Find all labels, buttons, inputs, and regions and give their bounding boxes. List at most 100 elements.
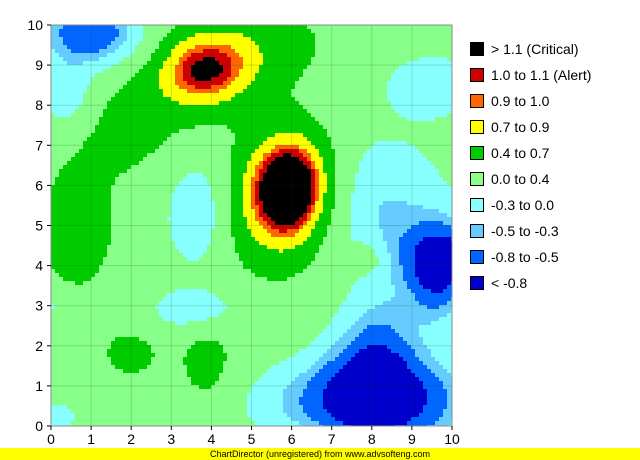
contour-cell — [107, 153, 112, 158]
contour-cell — [175, 209, 180, 214]
contour-cell — [199, 205, 204, 210]
contour-cell — [131, 65, 136, 70]
contour-cell — [147, 153, 152, 158]
contour-cell — [247, 217, 252, 222]
contour-cell — [319, 149, 324, 154]
contour-cell — [151, 77, 156, 82]
contour-cell — [67, 141, 72, 146]
contour-cell — [219, 101, 224, 106]
contour-cell — [75, 101, 80, 106]
contour-cell — [283, 173, 288, 178]
contour-cell — [415, 53, 420, 58]
contour-cell — [123, 53, 128, 58]
contour-cell — [263, 145, 268, 150]
contour-cell — [387, 169, 392, 174]
contour-cell — [343, 65, 348, 70]
contour-cell — [355, 85, 360, 90]
contour-cell — [283, 197, 288, 202]
contour-cell — [123, 137, 128, 142]
contour-cell — [287, 209, 292, 214]
contour-cell — [79, 209, 84, 214]
contour-cell — [287, 61, 292, 66]
contour-cell — [447, 157, 452, 162]
contour-cell — [219, 185, 224, 190]
contour-cell — [367, 177, 372, 182]
contour-cell — [99, 213, 104, 218]
contour-cell — [247, 69, 252, 74]
contour-cell — [235, 213, 240, 218]
contour-cell — [439, 61, 444, 66]
contour-cell — [307, 93, 312, 98]
contour-cell — [427, 125, 432, 130]
contour-cell — [143, 133, 148, 138]
contour-cell — [79, 45, 84, 50]
contour-cell — [51, 45, 56, 50]
contour-cell — [367, 157, 372, 162]
contour-cell — [191, 145, 196, 150]
contour-cell — [195, 145, 200, 150]
contour-cell — [319, 109, 324, 114]
contour-cell — [135, 221, 140, 226]
contour-cell — [291, 161, 296, 166]
contour-cell — [287, 145, 292, 150]
contour-cell — [259, 69, 264, 74]
contour-cell — [255, 173, 260, 178]
contour-cell — [239, 181, 244, 186]
contour-cell — [147, 25, 152, 30]
contour-cell — [423, 153, 428, 158]
contour-cell — [127, 57, 132, 62]
contour-cell — [255, 169, 260, 174]
contour-cell — [275, 113, 280, 118]
contour-cell — [115, 165, 120, 170]
contour-cell — [235, 113, 240, 118]
contour-cell — [71, 109, 76, 114]
contour-cell — [179, 125, 184, 130]
contour-cell — [111, 173, 116, 178]
contour-cell — [139, 73, 144, 78]
contour-cell — [343, 189, 348, 194]
contour-cell — [351, 49, 356, 54]
contour-cell — [179, 53, 184, 58]
contour-cell — [175, 149, 180, 154]
contour-cell — [435, 61, 440, 66]
contour-cell — [135, 141, 140, 146]
contour-cell — [111, 181, 116, 186]
contour-cell — [231, 117, 236, 122]
contour-cell — [279, 149, 284, 154]
contour-cell — [435, 181, 440, 186]
contour-cell — [239, 65, 244, 70]
contour-cell — [363, 45, 368, 50]
contour-cell — [291, 85, 296, 90]
contour-cell — [59, 57, 64, 62]
contour-cell — [215, 69, 220, 74]
contour-cell — [311, 145, 316, 150]
contour-cell — [83, 205, 88, 210]
contour-cell — [279, 121, 284, 126]
contour-cell — [347, 177, 352, 182]
contour-cell — [227, 181, 232, 186]
contour-cell — [155, 89, 160, 94]
contour-cell — [319, 197, 324, 202]
contour-cell — [363, 25, 368, 30]
contour-cell — [131, 161, 136, 166]
contour-cell — [55, 133, 60, 138]
contour-cell — [103, 41, 108, 46]
contour-cell — [319, 125, 324, 130]
contour-cell — [291, 205, 296, 210]
contour-cell — [335, 89, 340, 94]
contour-cell — [271, 81, 276, 86]
contour-cell — [291, 93, 296, 98]
contour-cell — [335, 141, 340, 146]
contour-cell — [91, 161, 96, 166]
contour-cell — [207, 57, 212, 62]
contour-cell — [311, 129, 316, 134]
contour-cell — [379, 153, 384, 158]
contour-cell — [239, 189, 244, 194]
contour-cell — [319, 53, 324, 58]
contour-cell — [259, 149, 264, 154]
contour-cell — [403, 77, 408, 82]
contour-cell — [183, 165, 188, 170]
contour-cell — [251, 193, 256, 198]
contour-cell — [275, 65, 280, 70]
contour-cell — [231, 161, 236, 166]
